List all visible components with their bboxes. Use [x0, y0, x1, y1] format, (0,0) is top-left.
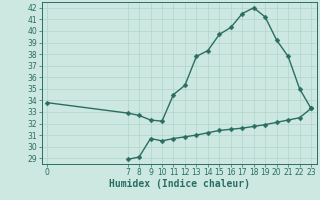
X-axis label: Humidex (Indice chaleur): Humidex (Indice chaleur) [109, 179, 250, 189]
